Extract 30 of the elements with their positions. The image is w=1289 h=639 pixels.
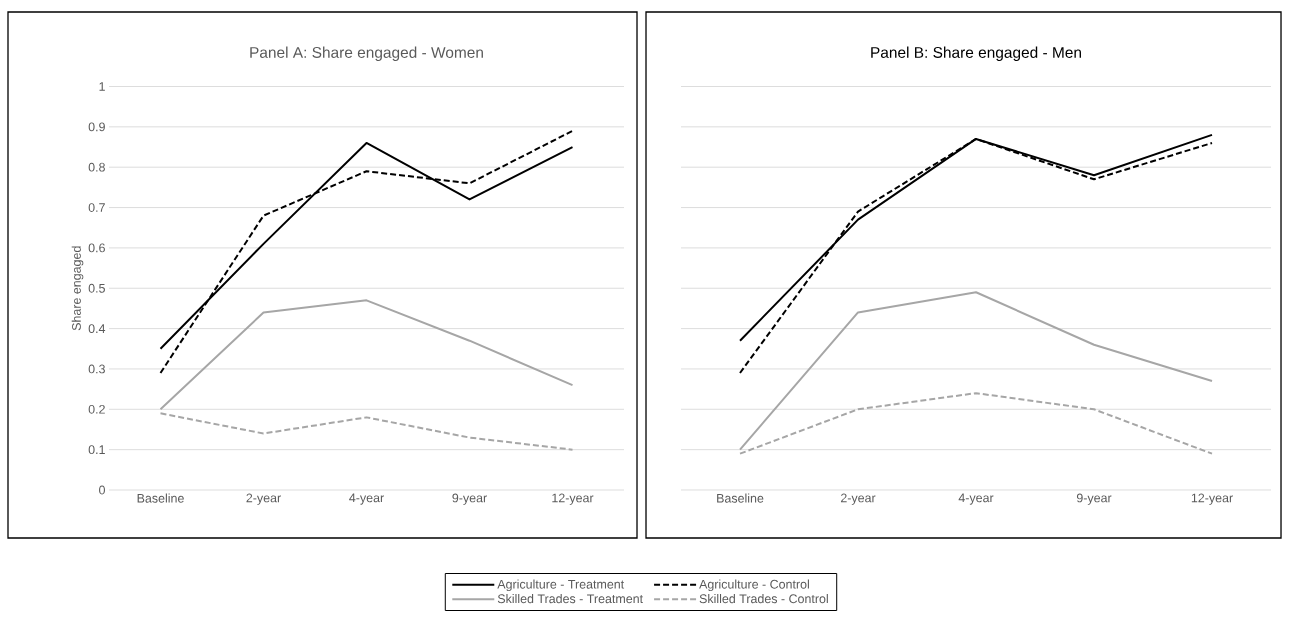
y-tick-label: 0.6	[88, 243, 105, 253]
x-tick-label: Baseline	[717, 493, 764, 503]
y-tick-label: 0.8	[88, 162, 105, 172]
y-tick-label: 0.3	[88, 364, 105, 374]
y-tick-label: 0	[99, 485, 105, 495]
x-tick-label: 2-year	[840, 493, 876, 505]
legend-label: Agriculture - Treatment	[497, 579, 625, 592]
y-tick-label: 0.4	[88, 324, 106, 334]
legend-label: Skilled Trades - Treatment	[497, 593, 643, 604]
x-tick-label: Baseline	[137, 493, 184, 503]
y-tick-label: 0.5	[88, 283, 105, 293]
y-tick-label: 0.2	[88, 404, 105, 414]
chart-title: Panel A: Share engaged - Women	[250, 46, 483, 61]
y-tick-label: 0.1	[88, 445, 105, 455]
line-series	[159, 412, 574, 451]
x-tick-label: 9-year	[452, 493, 487, 505]
x-tick-label: 4-year	[349, 493, 384, 505]
x-tick-label: 2-year	[246, 493, 281, 505]
legend-label: Agriculture - Control	[699, 579, 809, 592]
line-series	[159, 299, 574, 411]
y-tick-label: 0.7	[88, 203, 105, 212]
x-tick-label: 9-year	[1076, 493, 1112, 505]
chart-title: Panel B: Share engaged - Men	[871, 46, 1081, 61]
y-axis-title: Share engaged	[71, 246, 84, 331]
x-tick-label: 12-year	[552, 493, 594, 505]
x-tick-label: 4-year	[958, 493, 994, 505]
y-tick-label: 1	[99, 82, 105, 91]
y-tick-label: 0.9	[88, 122, 105, 132]
x-tick-label: 12-year	[1191, 493, 1233, 505]
legend-label: Skilled Trades - Control	[699, 593, 828, 604]
